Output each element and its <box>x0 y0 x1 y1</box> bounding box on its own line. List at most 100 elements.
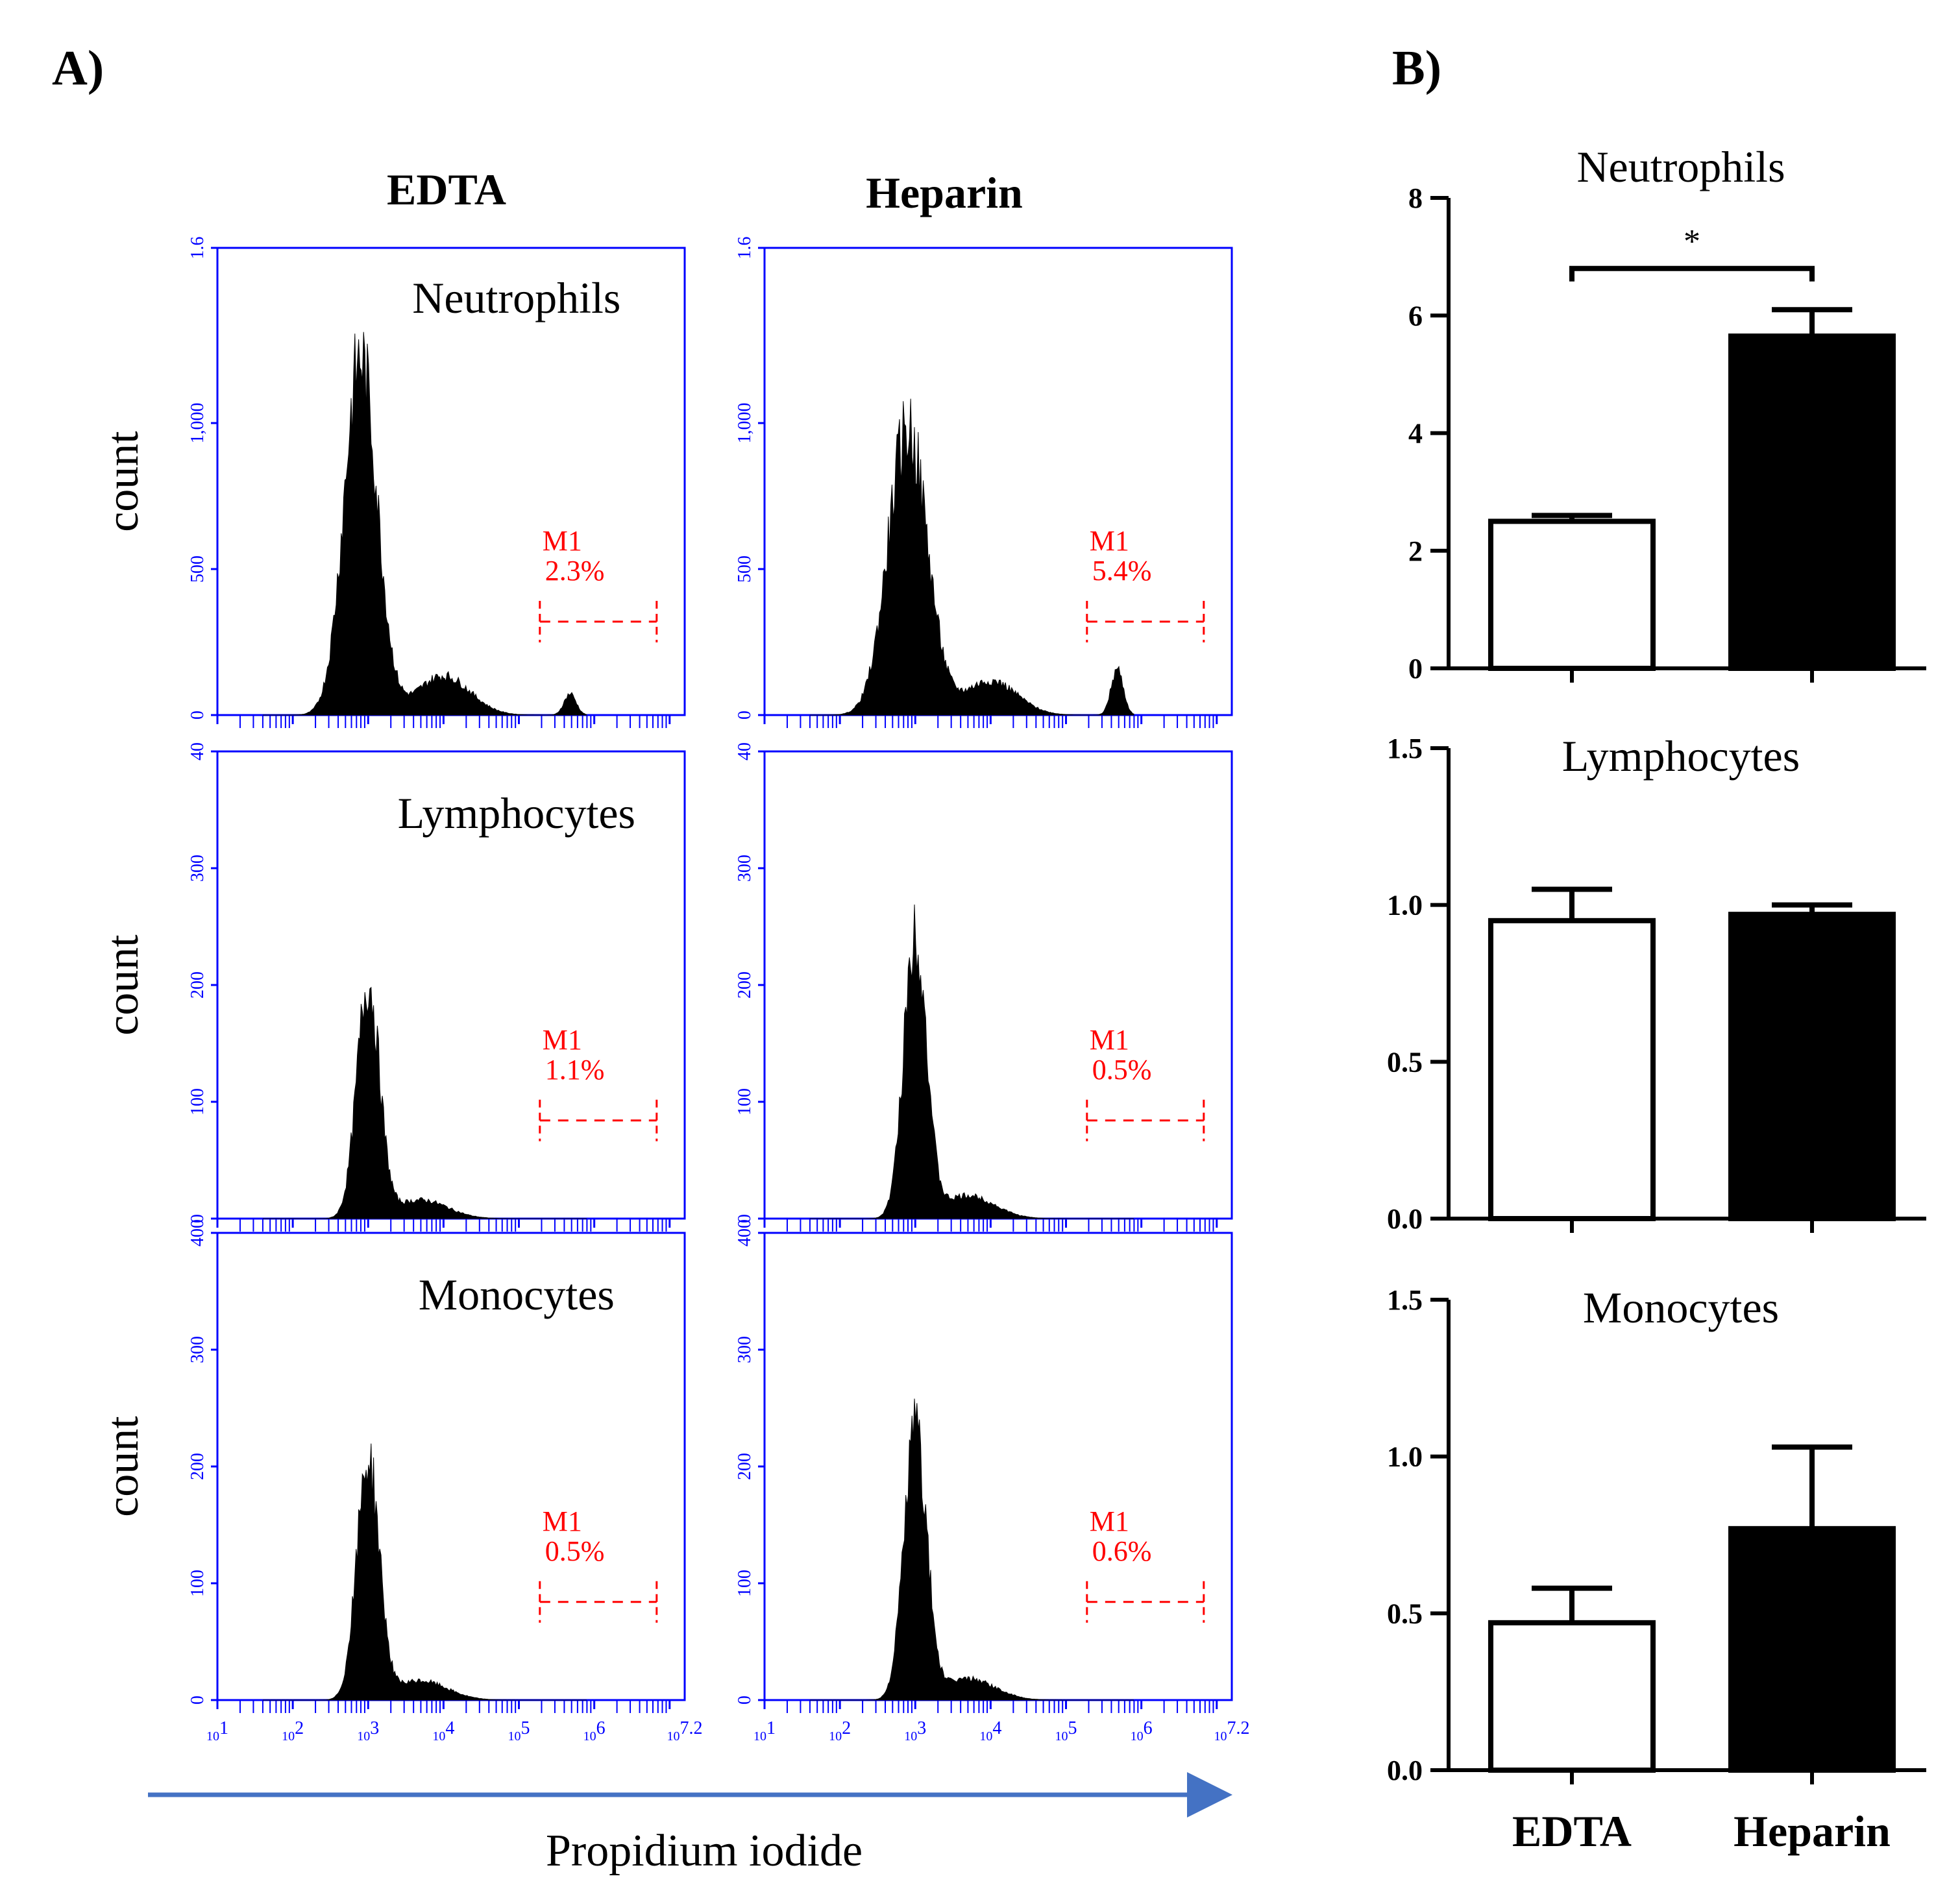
y-tick-label: 200 <box>735 971 755 999</box>
y-tick-label: 0 <box>735 711 755 720</box>
gate-percent: 0.6% <box>1092 1535 1152 1567</box>
bar-chart-monocytes: 0.0 0.5 1.0 1.5 Monocytes EDTA Heparin <box>1387 1283 1926 1856</box>
y-tick-label: 500 <box>188 555 208 583</box>
x-tick-label: 105 <box>508 1718 530 1744</box>
y-tick-label: 1.6 <box>735 237 755 260</box>
y-tick-label: 0 <box>188 711 208 720</box>
significance-bracket <box>1569 265 1815 282</box>
y-tick-label: 100 <box>735 1088 755 1115</box>
y-tick-label: 100 <box>188 1570 208 1597</box>
histogram-lymphocytes-heparin: 0 100 200 300 40 M10.5% <box>735 742 1233 1232</box>
bar-edta <box>1488 518 1656 671</box>
x-tick-label: 106 <box>583 1718 606 1744</box>
x-tick-label: 104 <box>979 1718 1001 1744</box>
y-tick-label: 0 <box>735 1214 755 1223</box>
y-tick-label: 4 <box>1408 418 1423 450</box>
histogram-neutrophils-edta: 0 500 1,000 1.6 M12.3% Neutrophils <box>188 237 686 728</box>
y-tick-label: 1.5 <box>1387 1284 1423 1316</box>
y-tick-label: 0.5 <box>1387 1598 1423 1629</box>
y-tick-label: 300 <box>188 1336 208 1363</box>
y-tick-label: 1,000 <box>735 403 755 444</box>
significance-marker: * <box>1684 223 1700 260</box>
y-tick-label: 2 <box>1408 535 1423 567</box>
y-tick-label: 200 <box>735 1453 755 1480</box>
bar-chart-lymphocytes: 0.0 0.5 1.0 1.5 Lymphocytes <box>1387 731 1926 1235</box>
y-tick-label: 1.5 <box>1387 733 1423 764</box>
bar-chart-title: Neutrophils <box>1576 142 1785 191</box>
bar-heparin <box>1728 1526 1896 1773</box>
histogram-area <box>262 986 587 1219</box>
x-tick-label: 106 <box>1131 1718 1153 1744</box>
y-tick-label: 1.6 <box>188 237 208 260</box>
bar-chart-neutrophils: 0 2 4 6 8 Neutrophils * <box>1408 142 1926 685</box>
y-tick-label: 300 <box>735 1336 755 1363</box>
x-tick-label: 101 <box>753 1718 776 1744</box>
histogram-area <box>262 1443 587 1701</box>
y-tick-label: 1.0 <box>1387 890 1423 921</box>
y-axis-label-count: count <box>98 934 148 1036</box>
x-tick-label: 101 <box>206 1718 228 1744</box>
y-axis-label-count: count <box>98 431 148 532</box>
gate-label: M1 <box>543 1024 582 1056</box>
bar-edta <box>1488 1620 1656 1773</box>
y-tick-label: 400 <box>188 1219 208 1247</box>
y-tick-label: 100 <box>735 1570 755 1597</box>
plot-frame <box>763 247 1233 716</box>
cell-type-label: Monocytes <box>419 1270 615 1319</box>
histogram-area <box>809 398 1134 716</box>
histogram-row-labels: count count count <box>98 431 148 1517</box>
histogram-area <box>809 1398 1134 1701</box>
gate-label: M1 <box>543 525 582 557</box>
bar-chart-title: Lymphocytes <box>1562 731 1800 781</box>
x-tick-label: 102 <box>282 1718 304 1744</box>
y-tick-label: 300 <box>735 855 755 882</box>
y-tick-label: 0 <box>735 1696 755 1705</box>
y-tick-label: 1,000 <box>188 403 208 444</box>
column-header-heparin: Heparin <box>866 168 1023 217</box>
y-tick-label: 0 <box>188 1214 208 1223</box>
y-tick-label: 1.0 <box>1387 1441 1423 1473</box>
histogram-lymphocytes-edta: 0 100 200 300 40 M11.1% Lymphocytes <box>188 742 686 1232</box>
histogram-monocytes-edta: 0 100 200 300 400 101 102 103 104 105 106 107.2 M10.… <box>188 1219 703 1744</box>
y-tick-label: 0.5 <box>1387 1046 1423 1078</box>
x-tick-label: 105 <box>1055 1718 1077 1744</box>
gate-label: M1 <box>543 1505 582 1537</box>
gate-percent: 0.5% <box>545 1535 605 1567</box>
y-tick-label: 6 <box>1408 300 1423 332</box>
y-tick-label: 0 <box>188 1696 208 1705</box>
gate-percent: 1.1% <box>545 1054 605 1086</box>
y-tick-label: 500 <box>735 555 755 583</box>
gate-percent: 5.4% <box>1092 555 1152 587</box>
histogram-neutrophils-heparin: 0 500 1,000 1.6 M15.4% <box>735 237 1233 728</box>
cell-type-label: Lymphocytes <box>398 788 635 838</box>
y-tick-label: 0.0 <box>1387 1203 1423 1235</box>
x-tick-label: 103 <box>904 1718 926 1744</box>
gate-percent: 2.3% <box>545 555 605 587</box>
gate-label: M1 <box>1090 1024 1129 1056</box>
y-tick-label: 200 <box>188 971 208 999</box>
bar-heparin <box>1728 912 1896 1221</box>
panel-a-label: A) <box>52 41 104 95</box>
histogram-monocytes-heparin: 0 100 200 300 400 101 102 103 104 105 106 107.2 M10.… <box>735 1219 1250 1744</box>
bar-chart-panels: 0 2 4 6 8 Neutrophils * 0.0 0.5 1.0 1.5 Lymphocytes… <box>1387 142 1926 1856</box>
y-tick-label: 400 <box>735 1219 755 1247</box>
bar-heparin <box>1728 333 1896 671</box>
histogram-panels: 05001,0001.6M12.3%Neutrophils05001,0001.… <box>188 237 1250 1744</box>
gate-label: M1 <box>1090 525 1129 557</box>
gate-label: M1 <box>1090 1505 1129 1537</box>
x-category-label: Heparin <box>1733 1806 1891 1856</box>
x-category-label: EDTA <box>1512 1806 1632 1856</box>
y-tick-label: 200 <box>188 1453 208 1480</box>
y-tick-label: 0 <box>1408 653 1423 685</box>
y-tick-label: 8 <box>1408 182 1423 214</box>
x-tick-label: 107.2 <box>1214 1718 1250 1744</box>
bar-edta <box>1488 918 1656 1222</box>
x-tick-label: 107.2 <box>667 1718 703 1744</box>
histogram-area <box>262 332 587 716</box>
column-header-edta: EDTA <box>387 165 506 214</box>
bar-chart-title: Monocytes <box>1583 1283 1779 1332</box>
plot-frame <box>763 1232 1233 1701</box>
y-tick-label: 100 <box>188 1088 208 1115</box>
x-axis-label: Propidium iodide <box>546 1826 863 1876</box>
